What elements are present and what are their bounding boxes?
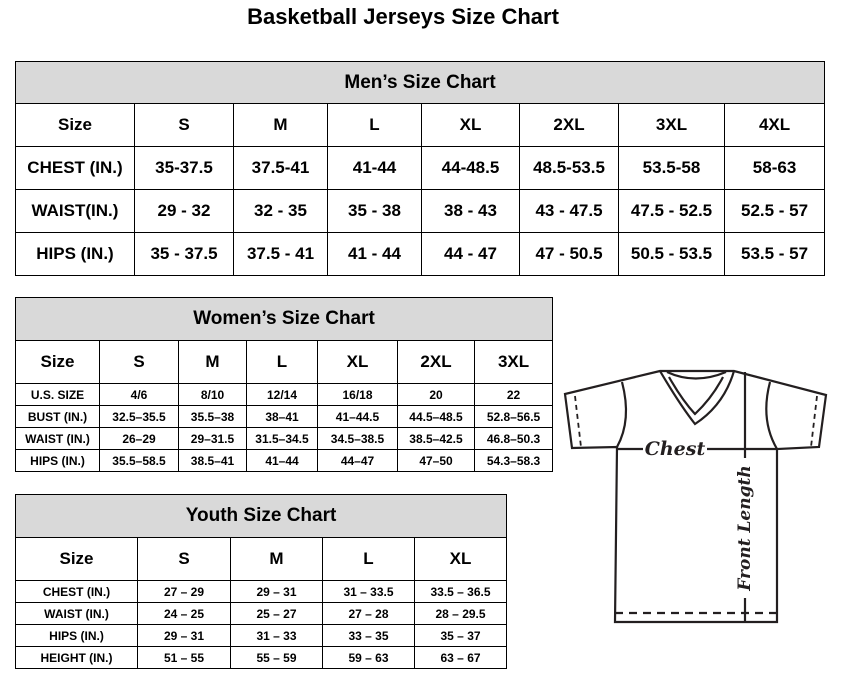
table-row: CHEST (IN.) 35-37.5 37.5-41 41-44 44-48.5 48.…: [15, 146, 826, 190]
column-header: Size: [15, 340, 100, 384]
header-row: Size S M L XL: [15, 537, 508, 581]
table-row: HIPS (IN.) 35.5–58.5 38.5–41 41–44 44–47 47–5…: [15, 449, 554, 472]
table-cell: 33 – 35: [322, 624, 415, 647]
column-header: 2XL: [397, 340, 475, 384]
table-cell: 44-48.5: [421, 146, 520, 190]
column-header: S: [134, 103, 234, 147]
page-title: Basketball Jerseys Size Chart: [247, 4, 559, 29]
table-cell: 29 – 31: [137, 624, 231, 647]
table-row: WAIST (IN.) 26–29 29–31.5 31.5–34.5 34.5–38.…: [15, 427, 554, 450]
row-label: HIPS (IN.): [15, 449, 100, 472]
table-row: BUST (IN.) 32.5–35.5 35.5–38 38–41 41–44.5 44…: [15, 405, 554, 428]
row-label: WAIST (IN.): [15, 602, 138, 625]
column-header: L: [327, 103, 422, 147]
table-row: HIPS (IN.) 35 - 37.5 37.5 - 41 41 - 44 44 - …: [15, 232, 826, 276]
collar: [659, 370, 736, 426]
table-cell: 41 - 44: [327, 232, 422, 276]
table-row: U.S. SIZE 4/6 8/10 12/14 16/18 20 22: [15, 383, 554, 406]
table-cell: 46.8–50.3: [473, 427, 554, 450]
table-row: WAIST(IN.) 29 - 32 32 - 35 35 - 38 38 - 43 43…: [15, 189, 826, 233]
table-cell: 38.5–42.5: [397, 427, 475, 450]
table-cell: 54.3–58.3: [473, 449, 554, 472]
table-cell: 38.5–41: [178, 449, 247, 472]
left-armhole: [616, 381, 628, 448]
table-cell: 27 – 29: [137, 580, 231, 603]
table-cell: 44.5–48.5: [397, 405, 475, 428]
table-cell: 41-44: [327, 146, 422, 190]
column-header: 3XL: [618, 103, 725, 147]
table-cell: 26–29: [99, 427, 179, 450]
table-cell: 59 – 63: [322, 646, 415, 669]
row-label: HIPS (IN.): [15, 232, 135, 276]
womens-size-table: Women’s Size Chart Size S M L XL 2XL 3XL U.S. SI…: [14, 297, 554, 472]
row-label: CHEST (IN.): [15, 146, 135, 190]
table-cell: 38 - 43: [421, 189, 520, 233]
chest-label: Chest: [645, 438, 706, 460]
header-row: Size S M L XL 2XL 3XL 4XL: [15, 103, 826, 147]
table-title: Youth Size Chart: [14, 494, 508, 538]
table-cell: 38–41: [246, 405, 318, 428]
title-row: Youth Size Chart: [14, 494, 508, 538]
table-row: HEIGHT (IN.) 51 – 55 55 – 59 59 – 63 63 – 67: [15, 646, 508, 669]
column-header: M: [230, 537, 323, 581]
column-header: XL: [413, 537, 508, 581]
table-cell: 25 – 27: [230, 602, 323, 625]
table-cell: 35 - 37.5: [134, 232, 234, 276]
table-cell: 29–31.5: [178, 427, 247, 450]
table-cell: 35.5–38: [178, 405, 247, 428]
table-cell: 53.5 - 57: [723, 232, 826, 276]
table-cell: 34.5–38.5: [317, 427, 398, 450]
table-cell: 47 - 50.5: [519, 232, 619, 276]
mens-size-table: Men’s Size Chart Size S M L XL 2XL 3XL 4XL CHEST …: [14, 61, 826, 276]
sleeve-hem-left: [574, 395, 582, 448]
row-label: HEIGHT (IN.): [15, 646, 138, 669]
right-armhole: [765, 381, 778, 450]
table-cell: 37.5 - 41: [233, 232, 328, 276]
youth-size-table: Youth Size Chart Size S M L XL CHEST (IN.) 27 –…: [14, 494, 508, 669]
title-row: Men’s Size Chart: [14, 61, 826, 104]
table-cell: 31.5–34.5: [246, 427, 318, 450]
table-cell: 28 – 29.5: [413, 602, 508, 625]
row-label: BUST (IN.): [15, 405, 100, 428]
shirt-outline: [563, 369, 828, 624]
table-cell: 58-63: [723, 146, 826, 190]
table-row: WAIST (IN.) 24 – 25 25 – 27 27 – 28 28 – 29.…: [15, 602, 508, 625]
table-cell: 51 – 55: [137, 646, 231, 669]
sleeve-hem-right: [810, 395, 818, 448]
header-row: Size S M L XL 2XL 3XL: [15, 340, 554, 384]
column-header: L: [322, 537, 415, 581]
table-title: Men’s Size Chart: [14, 61, 826, 104]
row-label: WAIST(IN.): [15, 189, 135, 233]
table-cell: 47–50: [397, 449, 475, 472]
table-cell: 43 - 47.5: [519, 189, 619, 233]
table-cell: 41–44: [246, 449, 318, 472]
column-header: L: [246, 340, 318, 384]
column-header: 2XL: [519, 103, 619, 147]
table-row: CHEST (IN.) 27 – 29 29 – 31 31 – 33.5 33.5 –…: [15, 580, 508, 603]
column-header: M: [233, 103, 328, 147]
table-cell: 48.5-53.5: [519, 146, 619, 190]
table-cell: 32 - 35: [233, 189, 328, 233]
table-cell: 24 – 25: [137, 602, 231, 625]
column-header: XL: [421, 103, 520, 147]
column-header: Size: [15, 537, 138, 581]
table-cell: 53.5-58: [618, 146, 725, 190]
table-cell: 31 – 33: [230, 624, 323, 647]
table-cell: 63 – 67: [413, 646, 508, 669]
table-cell: 55 – 59: [230, 646, 323, 669]
front-length-label: Front Length: [735, 465, 755, 591]
table-cell: 52.5 - 57: [723, 189, 826, 233]
table-cell: 35 - 38: [327, 189, 422, 233]
table-cell: 33.5 – 36.5: [413, 580, 508, 603]
column-header: S: [137, 537, 231, 581]
table-cell: 52.8–56.5: [473, 405, 554, 428]
